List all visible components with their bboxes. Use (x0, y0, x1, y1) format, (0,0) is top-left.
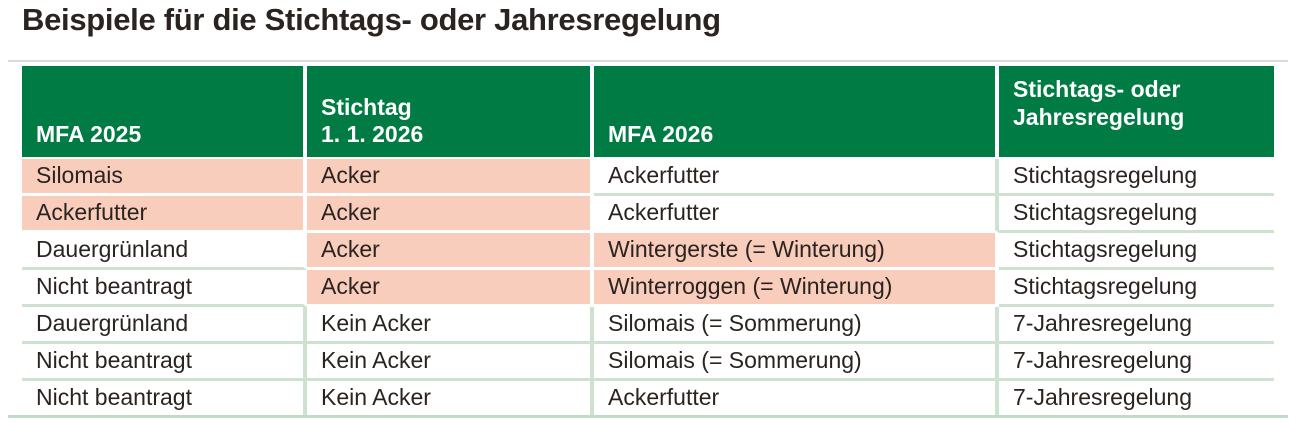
table-cell: Ackerfutter (594, 196, 999, 233)
table-cell: Dauergrünland (22, 233, 307, 270)
table-header: MFA 2025 Stichtag 1. 1. 2026 MFA 2026 Sticht… (22, 66, 1274, 159)
table-cell: Stichtagsregelung (999, 233, 1274, 270)
table-cell: Acker (307, 270, 594, 307)
table-cell: Kein Acker (307, 307, 594, 344)
table-cell: Kein Acker (307, 381, 594, 415)
column-header-2: Stichtag 1. 1. 2026 (307, 66, 594, 159)
table-cell: Silomais (= Sommerung) (594, 307, 999, 344)
table-row: Dauergrünland Acker Wintergerste (= Winter… (22, 233, 1274, 270)
table-cell: 7-Jahresregelung (999, 344, 1274, 381)
table-cell: Stichtagsregelung (999, 270, 1274, 307)
table-row: Nicht beantragt Kein Acker Ackerfutter 7-Ja… (22, 381, 1274, 415)
table-cell: 7-Jahresregelung (999, 307, 1274, 344)
table-cell: Ackerfutter (22, 196, 307, 233)
table-cell: Kein Acker (307, 344, 594, 381)
table-cell: Stichtagsregelung (999, 196, 1274, 233)
table-cell: Nicht beantragt (22, 381, 307, 415)
column-header-3: MFA 2026 (594, 66, 999, 159)
table-cell: Acker (307, 159, 594, 196)
table-row: Nicht beantragt Kein Acker Silomais (= Som… (22, 344, 1274, 381)
column-header-4: Stichtags- oder Jahresregelung (999, 66, 1274, 159)
table-row: Silomais Acker Ackerfutter Stichtagsregelun… (22, 159, 1274, 196)
table-cell: Silomais (22, 159, 307, 196)
table-cell: Acker (307, 196, 594, 233)
column-header-line: MFA 2026 (608, 120, 714, 147)
column-header-line: Stichtag (321, 93, 412, 120)
column-header-line: Jahresregelung (1013, 103, 1185, 130)
table-cell: Nicht beantragt (22, 344, 307, 381)
table-row: Dauergrünland Kein Acker Silomais (= Somme… (22, 307, 1274, 344)
regulation-examples-table: MFA 2025 Stichtag 1. 1. 2026 MFA 2026 Sticht… (22, 66, 1274, 415)
table-cell: Nicht beantragt (22, 270, 307, 307)
table-cell: Ackerfutter (594, 159, 999, 196)
column-header-line: 1. 1. 2026 (321, 120, 424, 147)
table-body: Silomais Acker Ackerfutter Stichtagsregelun… (22, 159, 1274, 415)
table-cell: Stichtagsregelung (999, 159, 1274, 196)
table-row: Nicht beantragt Acker Winterroggen (= Wint… (22, 270, 1274, 307)
table-cell: Ackerfutter (594, 381, 999, 415)
table-header-row: MFA 2025 Stichtag 1. 1. 2026 MFA 2026 Sticht… (22, 66, 1274, 159)
table-cell: Winterroggen (= Winterung) (594, 270, 999, 307)
table-cell: Dauergrünland (22, 307, 307, 344)
table-cell: Wintergerste (= Winterung) (594, 233, 999, 270)
table-cell: Acker (307, 233, 594, 270)
page-title: Beispiele für die Stichtags- oder Jahres… (22, 2, 721, 37)
column-header-1: MFA 2025 (22, 66, 307, 159)
column-header-line: Stichtags- oder (1013, 76, 1181, 103)
regulation-table-wrapper: MFA 2025 Stichtag 1. 1. 2026 MFA 2026 Sticht… (8, 60, 1288, 418)
table-row: Ackerfutter Acker Ackerfutter Stichtagsrege… (22, 196, 1274, 233)
table-cell: 7-Jahresregelung (999, 381, 1274, 415)
column-header-line: MFA 2025 (36, 120, 142, 147)
table-cell: Silomais (= Sommerung) (594, 344, 999, 381)
